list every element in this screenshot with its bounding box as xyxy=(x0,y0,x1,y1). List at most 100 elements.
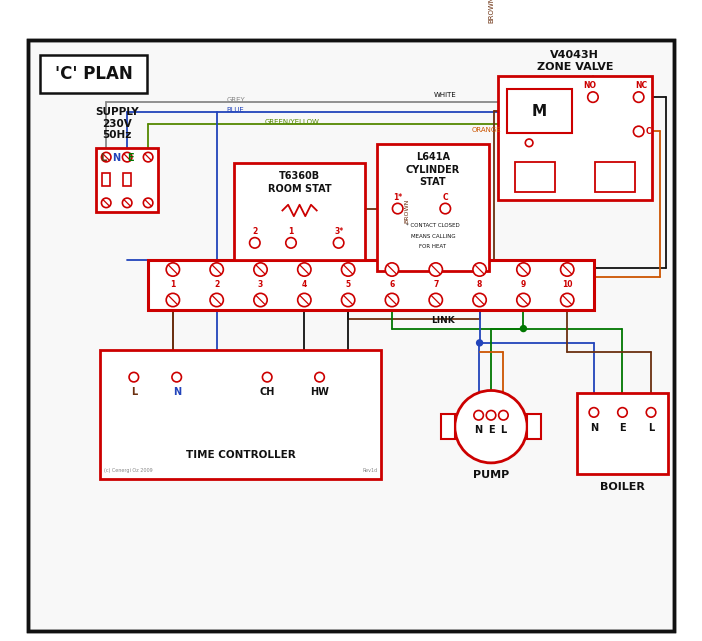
Text: 2: 2 xyxy=(252,227,258,236)
Bar xyxy=(102,173,110,186)
Circle shape xyxy=(498,410,508,420)
Text: Rev1d: Rev1d xyxy=(362,469,378,473)
Circle shape xyxy=(647,408,656,417)
Text: N: N xyxy=(475,426,483,435)
Text: 230V: 230V xyxy=(102,119,131,129)
Circle shape xyxy=(263,372,272,382)
Text: GREEN/YELLOW: GREEN/YELLOW xyxy=(265,119,319,125)
Text: * CONTACT CLOSED: * CONTACT CLOSED xyxy=(406,223,460,228)
Text: BROWN: BROWN xyxy=(404,198,410,222)
Bar xyxy=(498,76,652,200)
Text: ZONE VALVE: ZONE VALVE xyxy=(536,62,613,72)
Circle shape xyxy=(143,153,153,162)
Circle shape xyxy=(166,294,180,306)
Text: E: E xyxy=(126,153,133,163)
Text: L: L xyxy=(501,426,507,435)
Text: 3*: 3* xyxy=(334,227,343,236)
Bar xyxy=(442,414,455,439)
Circle shape xyxy=(633,126,644,137)
Text: TIME CONTROLLER: TIME CONTROLLER xyxy=(186,450,296,460)
Circle shape xyxy=(166,263,180,276)
Circle shape xyxy=(392,203,403,214)
Text: 5: 5 xyxy=(345,280,351,289)
Text: L: L xyxy=(648,422,654,433)
Circle shape xyxy=(525,139,533,147)
Text: 1: 1 xyxy=(289,227,293,236)
Text: L: L xyxy=(100,153,107,163)
Text: L: L xyxy=(131,387,137,397)
Text: FOR HEAT: FOR HEAT xyxy=(419,244,446,249)
Text: 10: 10 xyxy=(562,280,572,289)
Circle shape xyxy=(254,294,267,306)
Circle shape xyxy=(429,263,442,276)
Circle shape xyxy=(618,408,627,417)
Text: BROWN: BROWN xyxy=(488,0,494,23)
Bar xyxy=(41,55,147,94)
Circle shape xyxy=(588,92,598,103)
Circle shape xyxy=(286,238,296,248)
Circle shape xyxy=(172,372,181,382)
Circle shape xyxy=(341,294,355,306)
Circle shape xyxy=(633,92,644,103)
Text: V4043H: V4043H xyxy=(550,50,600,60)
Circle shape xyxy=(517,263,530,276)
Text: WHITE: WHITE xyxy=(434,92,456,98)
Circle shape xyxy=(385,263,399,276)
Text: LINK: LINK xyxy=(432,317,456,326)
Circle shape xyxy=(210,263,223,276)
Bar xyxy=(377,144,489,271)
Circle shape xyxy=(298,263,311,276)
Text: ORANGE: ORANGE xyxy=(472,126,502,133)
Circle shape xyxy=(561,294,574,306)
Text: STAT: STAT xyxy=(420,177,446,187)
Circle shape xyxy=(477,340,482,345)
Circle shape xyxy=(473,263,486,276)
Text: N: N xyxy=(112,153,121,163)
Circle shape xyxy=(455,390,527,463)
Circle shape xyxy=(143,198,153,208)
Bar xyxy=(100,351,381,479)
Text: E: E xyxy=(619,422,625,433)
Circle shape xyxy=(474,410,484,420)
Bar xyxy=(515,162,555,192)
Text: L641A: L641A xyxy=(416,152,450,162)
Circle shape xyxy=(122,153,132,162)
Circle shape xyxy=(254,263,267,276)
Bar xyxy=(508,90,572,133)
Circle shape xyxy=(486,410,496,420)
Text: 6: 6 xyxy=(390,280,395,289)
Text: CYLINDER: CYLINDER xyxy=(406,165,460,174)
Circle shape xyxy=(314,372,324,382)
Circle shape xyxy=(129,372,138,382)
Bar xyxy=(148,260,594,310)
Text: N: N xyxy=(173,387,180,397)
Text: NC: NC xyxy=(635,81,647,90)
Bar xyxy=(595,162,635,192)
Text: 9: 9 xyxy=(521,280,526,289)
Text: HW: HW xyxy=(310,387,329,397)
Text: SUPPLY: SUPPLY xyxy=(95,107,138,117)
Circle shape xyxy=(440,203,451,214)
Bar xyxy=(527,414,541,439)
Circle shape xyxy=(341,263,355,276)
Bar xyxy=(577,394,668,474)
Circle shape xyxy=(589,408,599,417)
Bar xyxy=(234,163,365,260)
Circle shape xyxy=(122,198,132,208)
Text: T6360B: T6360B xyxy=(279,171,320,181)
Text: 2: 2 xyxy=(214,280,219,289)
Bar xyxy=(95,147,158,212)
Circle shape xyxy=(298,294,311,306)
Text: 1*: 1* xyxy=(393,193,402,202)
Text: GREY: GREY xyxy=(226,97,245,103)
Circle shape xyxy=(521,326,526,331)
Text: C: C xyxy=(442,193,448,202)
Text: (c) Cenergi Oz 2009: (c) Cenergi Oz 2009 xyxy=(105,469,153,473)
Circle shape xyxy=(210,294,223,306)
Text: 4: 4 xyxy=(302,280,307,289)
Text: 'C' PLAN: 'C' PLAN xyxy=(55,65,133,83)
Text: 3: 3 xyxy=(258,280,263,289)
Text: N: N xyxy=(590,422,598,433)
Text: M: M xyxy=(532,104,547,119)
Circle shape xyxy=(517,294,530,306)
